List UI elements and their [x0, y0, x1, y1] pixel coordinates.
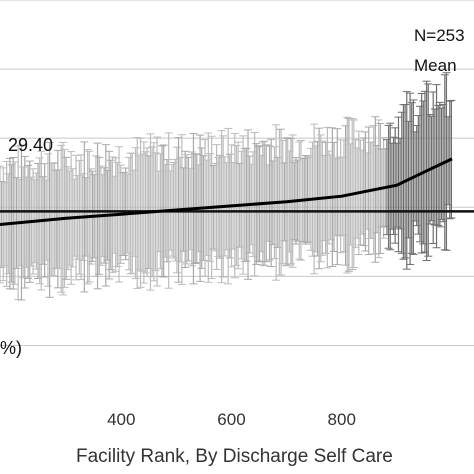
- x-tick-600: 600: [217, 410, 246, 429]
- trend-line: [0, 157, 453, 226]
- mean-annotation: Mean: [414, 56, 457, 75]
- n-annotation: N=253: [414, 26, 465, 45]
- x-tick-400: 400: [107, 410, 136, 429]
- x-axis-title: Facility Rank, By Discharge Self Care: [76, 446, 393, 467]
- y-axis-label-fragment: %): [0, 338, 22, 358]
- x-tick-800: 800: [327, 410, 356, 429]
- mean-value-label: 29.40: [8, 135, 54, 155]
